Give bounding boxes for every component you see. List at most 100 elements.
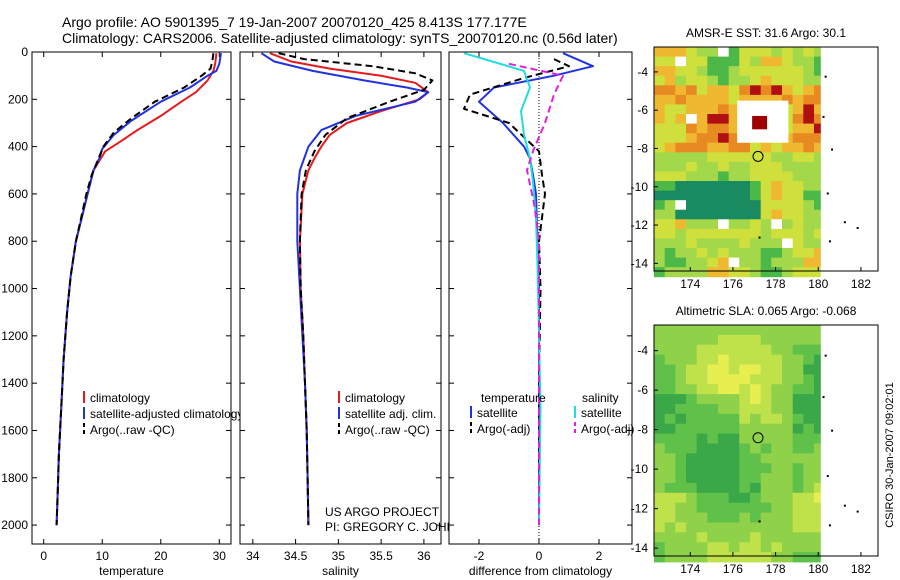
- sla-field-cell: [654, 423, 666, 434]
- sla-field-cell: [675, 344, 687, 355]
- sst-field-cell: [728, 142, 740, 153]
- sst-field-cell: [707, 104, 719, 115]
- sla-field-cell: [675, 532, 687, 543]
- sla-ytick-label: -6: [637, 383, 648, 397]
- sst-field-cell: [686, 94, 698, 105]
- sst-field-cell: [654, 133, 666, 144]
- sst-field-cell: [803, 75, 815, 86]
- sla-xtick-label: 178: [766, 562, 786, 576]
- sla-coast-speck: [828, 524, 831, 527]
- sst-field-cell: [686, 104, 698, 115]
- sla-field-cell: [728, 492, 740, 504]
- sla-field-cell: [771, 354, 783, 365]
- sla-field-cell: [803, 502, 815, 513]
- sla-field-cell: [814, 344, 821, 355]
- sla-field-cell: [814, 413, 821, 425]
- sla-field-cell: [750, 542, 762, 553]
- sla-field-cell: [814, 423, 821, 434]
- sst-field-cell: [707, 142, 719, 153]
- sla-field-cell: [760, 374, 772, 385]
- sla-field-cell: [782, 542, 794, 553]
- salinity-xtick-label: 34.5: [284, 549, 308, 563]
- sst-field-cell: [771, 190, 783, 201]
- sla-field-cell: [696, 482, 708, 494]
- sla-field-cell: [675, 443, 687, 454]
- sla-field-cell: [760, 443, 772, 454]
- salinity-legend-0-label: climatology: [345, 391, 405, 405]
- temperature-xtick-label: 20: [154, 549, 168, 563]
- sla-field-cell: [654, 374, 666, 385]
- sst-field-cell: [664, 123, 676, 134]
- sla-field-cell: [728, 502, 740, 513]
- sla-field-cell: [728, 552, 740, 563]
- sla-field-cell: [750, 482, 762, 494]
- sst-ytick-label: -4: [637, 65, 648, 79]
- sla-field-cell: [686, 433, 698, 444]
- sla-field-cell: [803, 453, 815, 464]
- sst-field-cell: [760, 85, 772, 96]
- sla-field-cell: [792, 404, 804, 415]
- sst-field-cell: [739, 200, 751, 211]
- sst-field-cell: [803, 85, 815, 96]
- sla-field-cell: [686, 334, 698, 346]
- sla-field-cell: [654, 384, 666, 395]
- sla-field-cell: [803, 364, 815, 375]
- sst-field-cell: [696, 238, 708, 249]
- sst-field-cell: [771, 161, 783, 172]
- sla-field-cell: [686, 522, 698, 533]
- sla-field-cell: [771, 502, 783, 513]
- sla-field-cell: [664, 532, 676, 543]
- sst-field-cell: [696, 85, 708, 96]
- sst-xtick-label: 174: [680, 277, 700, 291]
- sst-field-cell: [707, 267, 719, 278]
- sst-field-cell: [814, 248, 821, 258]
- sla-field-cell: [696, 423, 708, 434]
- sst-field-cell: [707, 66, 719, 77]
- sla-field-cell: [718, 463, 730, 474]
- sla-field-cell: [803, 354, 815, 365]
- sst-field-cell: [782, 75, 794, 86]
- sla-field-cell: [814, 404, 821, 415]
- sla-map-title: Altimetric SLA: 0.065 Argo: -0.068: [676, 304, 857, 318]
- sla-ytick-label: -4: [637, 344, 648, 358]
- sla-field-cell: [718, 364, 730, 375]
- sla-field-cell: [792, 443, 804, 454]
- difference-xtick-label: 2: [596, 549, 603, 563]
- sla-field-cell: [750, 404, 762, 415]
- sst-field-cell: [739, 219, 751, 230]
- sst-field-cell: [696, 75, 708, 86]
- sla-field-cell: [782, 325, 794, 336]
- sst-field-cell: [675, 209, 687, 220]
- sla-field-cell: [718, 394, 730, 405]
- sla-field-cell: [696, 443, 708, 454]
- sla-field-cell: [675, 433, 687, 444]
- sst-field-cell: [654, 123, 666, 134]
- sst-field-cell: [814, 171, 821, 182]
- sst-field-cell: [664, 75, 676, 86]
- sla-field-cell: [718, 374, 730, 385]
- sst-field-cell: [782, 171, 794, 182]
- sla-field-cell: [782, 443, 794, 454]
- sst-field-cell: [803, 190, 815, 201]
- sla-field-cell: [771, 374, 783, 385]
- sla-field-cell: [664, 522, 676, 533]
- sla-field-cell: [750, 364, 762, 375]
- sst-field-cell: [760, 142, 772, 153]
- sst-field-cell: [686, 75, 698, 86]
- sla-field-cell: [792, 512, 804, 523]
- sla-field-cell: [707, 473, 719, 484]
- sla-field-cell: [654, 344, 666, 355]
- sla-field-cell: [728, 522, 740, 533]
- sla-field-cell: [771, 482, 783, 494]
- sst-field-cell: [782, 228, 794, 239]
- sla-field-cell: [760, 502, 772, 513]
- sla-field-cell: [675, 542, 687, 553]
- sst-field-cell: [792, 133, 804, 144]
- salinity-legend-2-label: Argo(..raw -QC): [345, 423, 430, 437]
- sst-field-cell: [654, 228, 666, 239]
- sla-field-cell: [782, 334, 794, 346]
- sst-field-cell: [675, 200, 687, 211]
- sst-field-cell: [728, 171, 740, 182]
- sla-field-cell: [728, 433, 740, 444]
- sst-field-cell: [718, 123, 730, 134]
